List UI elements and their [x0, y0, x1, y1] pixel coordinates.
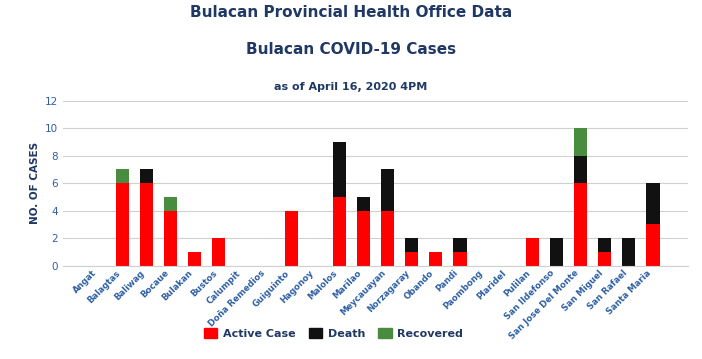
Text: as of April 16, 2020 4PM: as of April 16, 2020 4PM	[274, 83, 428, 92]
Y-axis label: NO. OF CASES: NO. OF CASES	[29, 142, 39, 224]
Bar	[574, 128, 587, 155]
Bar	[212, 238, 225, 266]
Bar	[622, 238, 635, 266]
Bar	[647, 183, 660, 224]
Bar	[164, 211, 177, 266]
Bar	[333, 197, 346, 266]
Bar	[333, 142, 346, 197]
Text: Bulacan Provincial Health Office Data: Bulacan Provincial Health Office Data	[190, 5, 512, 20]
Bar	[188, 252, 201, 266]
Bar	[526, 238, 539, 266]
Bar	[405, 238, 418, 252]
Bar	[381, 211, 395, 266]
Bar	[140, 169, 153, 183]
Bar	[453, 252, 467, 266]
Bar	[164, 197, 177, 211]
Bar	[357, 197, 370, 211]
Bar	[550, 238, 563, 266]
Bar	[453, 238, 467, 252]
Legend: Active Case, Death, Recovered: Active Case, Death, Recovered	[199, 324, 468, 344]
Bar	[598, 238, 611, 252]
Bar	[574, 183, 587, 266]
Bar	[598, 252, 611, 266]
Bar	[357, 211, 370, 266]
Text: Bulacan COVID-19 Cases: Bulacan COVID-19 Cases	[246, 42, 456, 57]
Bar	[284, 211, 298, 266]
Bar	[647, 224, 660, 266]
Bar	[405, 252, 418, 266]
Bar	[429, 252, 442, 266]
Bar	[116, 183, 129, 266]
Bar	[574, 155, 587, 183]
Bar	[381, 169, 395, 211]
Bar	[140, 183, 153, 266]
Bar	[116, 169, 129, 183]
